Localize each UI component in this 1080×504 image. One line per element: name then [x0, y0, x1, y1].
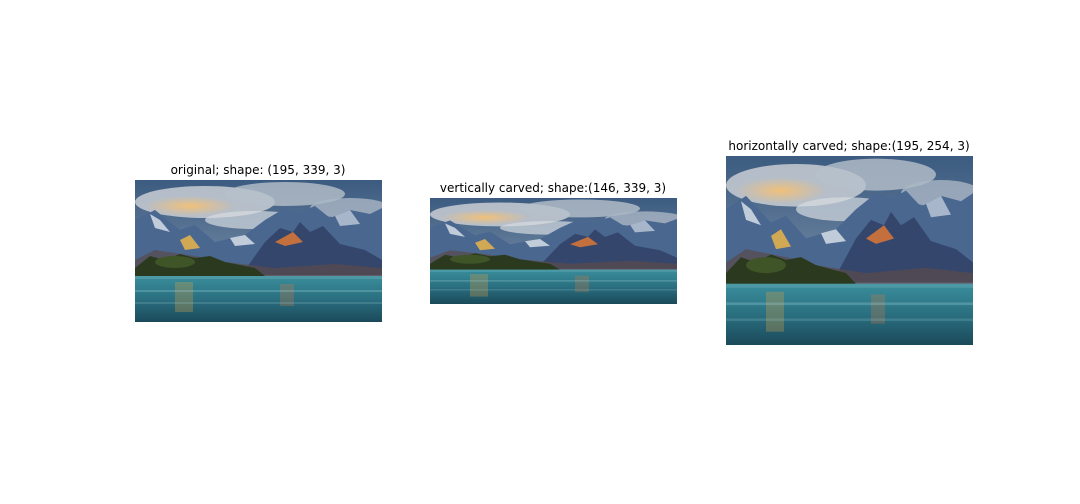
- panel-title-original: original; shape: (195, 339, 3): [170, 163, 346, 177]
- landscape-image-vertically-carved: [430, 198, 677, 304]
- landscape-image-horizontally-carved: [726, 156, 973, 345]
- landscape-image-original: [135, 180, 382, 322]
- panel-title-vertically-carved: vertically carved; shape:(146, 339, 3): [439, 181, 667, 195]
- panel-title-horizontally-carved: horizontally carved; shape:(195, 254, 3): [728, 139, 970, 153]
